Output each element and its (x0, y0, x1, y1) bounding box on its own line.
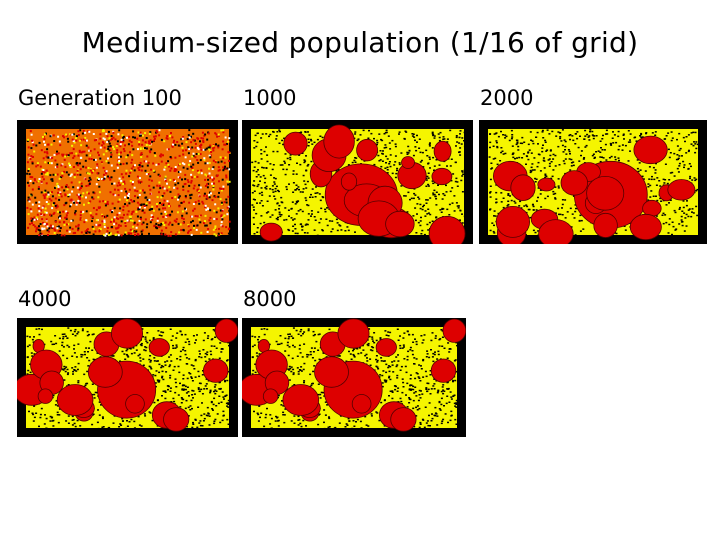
panel-image-gen-8000 (242, 318, 466, 437)
panel-label-gen-4000: 4000 (18, 287, 72, 311)
panel-image-gen-1000 (242, 120, 473, 244)
page-title: Medium-sized population (1/16 of grid) (81, 26, 639, 59)
panel-label-gen-2000: 2000 (480, 86, 534, 110)
panel-image-gen-4000 (17, 318, 238, 437)
panel-label-gen-1000: 1000 (243, 86, 297, 110)
panel-label-gen-8000: 8000 (243, 287, 297, 311)
panel-image-gen-100 (17, 120, 238, 244)
panel-image-gen-2000 (479, 120, 707, 244)
panel-label-gen-100: Generation 100 (18, 86, 182, 110)
